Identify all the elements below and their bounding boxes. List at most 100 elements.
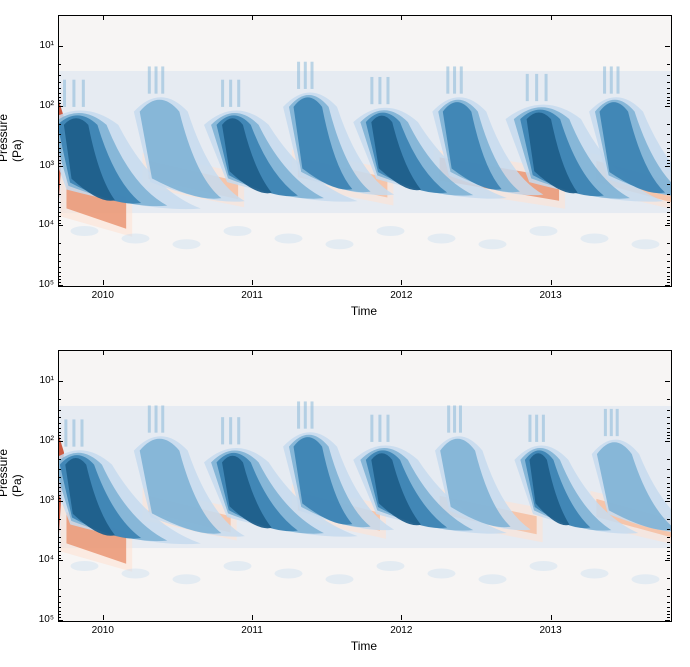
ytick-minor xyxy=(667,596,670,597)
ytick-minor xyxy=(58,156,61,157)
ytick-minor xyxy=(667,477,670,478)
ytick-minor xyxy=(667,279,670,280)
ytick-minor xyxy=(58,64,61,65)
ytick-minor xyxy=(58,551,61,552)
xlabel-bottom: Time xyxy=(58,639,670,653)
ylabel-top: Pressure (Pa) xyxy=(0,146,24,162)
ytick-minor xyxy=(667,469,670,470)
ytick-minor xyxy=(667,163,670,164)
ytick-label: 10¹ xyxy=(22,40,54,51)
ytick-minor xyxy=(58,495,61,496)
ytick-minor xyxy=(58,223,61,224)
ytick-minor xyxy=(58,100,61,101)
ytick-label: 10² xyxy=(22,100,54,111)
ytick-minor xyxy=(58,103,61,104)
ytick-label: 10⁴ xyxy=(22,219,54,230)
xtick-mark xyxy=(401,615,402,620)
ytick-minor xyxy=(667,272,670,273)
ytick-minor xyxy=(667,551,670,552)
xtick-label: 2010 xyxy=(83,290,123,301)
ytick-minor xyxy=(667,184,670,185)
ytick-minor xyxy=(667,88,670,89)
ytick-minor xyxy=(667,93,670,94)
ytick-minor xyxy=(58,529,61,530)
ytick-minor xyxy=(58,469,61,470)
ytick-minor xyxy=(667,243,670,244)
ytick-mark xyxy=(58,285,63,286)
ytick-mark xyxy=(665,560,670,561)
xtick-mark xyxy=(103,15,104,20)
xtick-label: 2012 xyxy=(381,290,421,301)
ytick-minor xyxy=(667,459,670,460)
ytick-mark xyxy=(58,225,63,226)
ytick-minor xyxy=(667,134,670,135)
ytick-minor xyxy=(667,529,670,530)
xtick-mark xyxy=(551,15,552,20)
xtick-mark xyxy=(401,280,402,285)
panel-top xyxy=(58,15,672,287)
ytick-minor xyxy=(58,254,61,255)
ytick-minor xyxy=(667,194,670,195)
xlabel-top: Time xyxy=(58,304,670,318)
ytick-minor xyxy=(667,547,670,548)
ytick-minor xyxy=(667,152,670,153)
ytick-minor xyxy=(58,88,61,89)
ytick-minor xyxy=(58,555,61,556)
xtick-label: 2011 xyxy=(232,290,272,301)
ytick-minor xyxy=(667,202,670,203)
heatmap-top xyxy=(59,16,671,286)
ytick-minor xyxy=(667,491,670,492)
ytick-minor xyxy=(667,483,670,484)
ytick-minor xyxy=(58,498,61,499)
ytick-minor xyxy=(667,64,670,65)
ytick-mark xyxy=(58,501,63,502)
ytick-minor xyxy=(58,410,61,411)
figure: Pressure (Pa) Time 10¹10²10³10⁴10⁵ 20102… xyxy=(0,0,690,667)
xtick-label: 2013 xyxy=(531,290,571,301)
ytick-mark xyxy=(58,166,63,167)
ytick-minor xyxy=(58,93,61,94)
xtick-mark xyxy=(103,615,104,620)
ytick-label: 10⁴ xyxy=(22,554,54,565)
ytick-mark xyxy=(58,381,63,382)
xtick-mark xyxy=(401,15,402,20)
ytick-minor xyxy=(667,495,670,496)
ytick-minor xyxy=(667,399,670,400)
xtick-mark xyxy=(252,280,253,285)
ytick-mark xyxy=(665,285,670,286)
ytick-minor xyxy=(58,243,61,244)
ytick-minor xyxy=(667,578,670,579)
ytick-minor xyxy=(58,428,61,429)
ytick-minor xyxy=(58,216,61,217)
ytick-minor xyxy=(667,75,670,76)
ytick-minor xyxy=(58,97,61,98)
ytick-label: 10¹ xyxy=(22,375,54,386)
xtick-mark xyxy=(551,350,552,355)
ytick-minor xyxy=(667,103,670,104)
ytick-minor xyxy=(58,220,61,221)
ytick-mark xyxy=(58,441,63,442)
xtick-mark xyxy=(252,15,253,20)
ytick-minor xyxy=(667,617,670,618)
ytick-minor xyxy=(58,589,61,590)
ytick-mark xyxy=(58,560,63,561)
ytick-minor xyxy=(667,417,670,418)
xtick-label: 2010 xyxy=(83,625,123,636)
ytick-minor xyxy=(58,124,61,125)
ytick-minor xyxy=(58,438,61,439)
ytick-minor xyxy=(58,75,61,76)
ytick-minor xyxy=(667,542,670,543)
ytick-mark xyxy=(665,166,670,167)
ytick-minor xyxy=(667,82,670,83)
xtick-mark xyxy=(103,280,104,285)
ytick-minor xyxy=(58,435,61,436)
ytick-minor xyxy=(58,602,61,603)
ytick-minor xyxy=(667,602,670,603)
ytick-minor xyxy=(58,163,61,164)
xtick-mark xyxy=(551,615,552,620)
ytick-minor xyxy=(667,148,670,149)
ytick-minor xyxy=(58,607,61,608)
ytick-minor xyxy=(667,435,670,436)
ytick-minor xyxy=(667,558,670,559)
ylabel-bottom: Pressure (Pa) xyxy=(0,481,24,497)
